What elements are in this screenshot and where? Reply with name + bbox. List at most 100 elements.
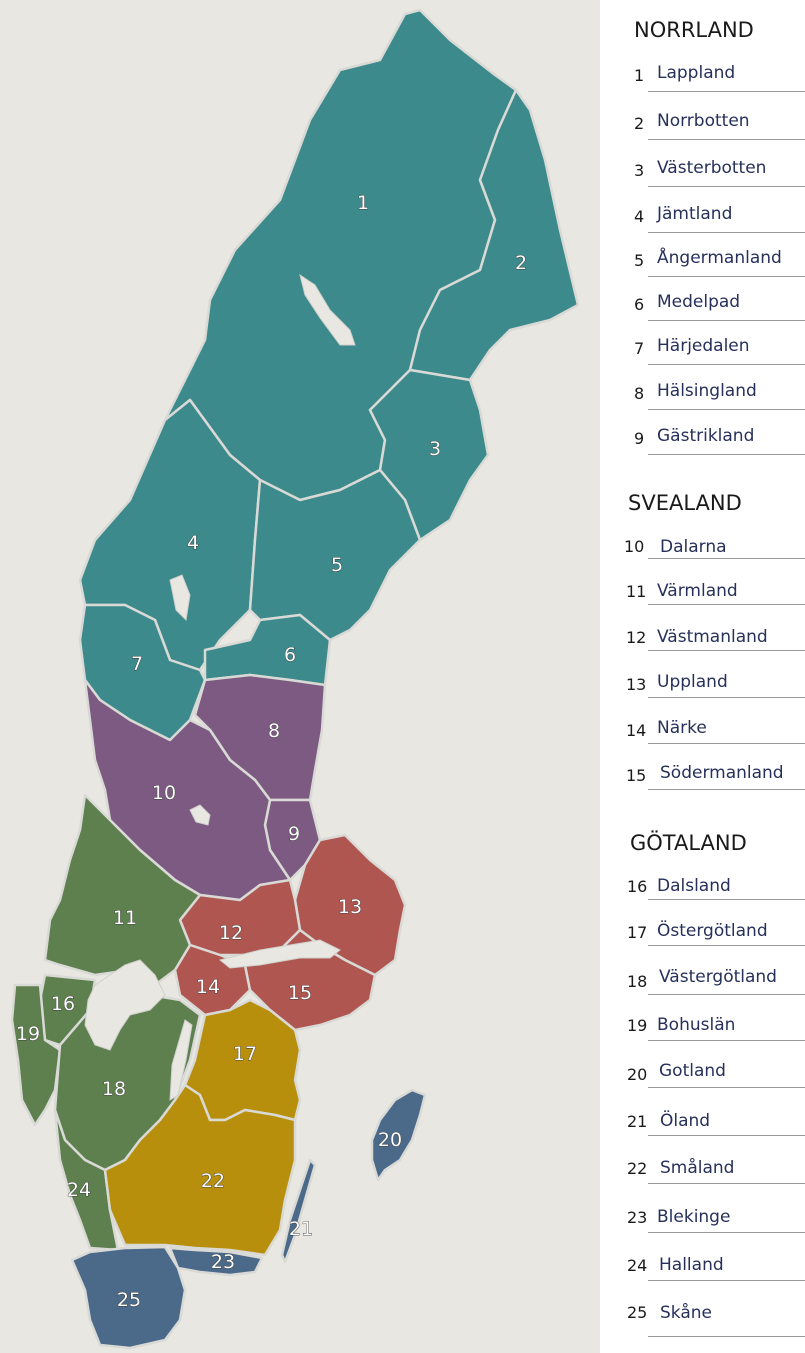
legend-divider: [648, 945, 805, 946]
lake-storsjon: [169, 574, 191, 622]
legend-num: 16: [627, 877, 648, 896]
legend-item-dalarna[interactable]: 10 Dalarna: [600, 534, 805, 574]
map-label-17: 17: [233, 1043, 257, 1065]
legend-num: 18: [627, 972, 648, 991]
legend-num: 24: [627, 1256, 648, 1275]
map-label-23: 23: [211, 1251, 235, 1273]
legend-item-oland[interactable]: 21 Öland: [600, 1109, 805, 1149]
legend-divider: [648, 320, 805, 321]
legend-num: 20: [627, 1065, 648, 1084]
region-gotland[interactable]: [370, 1088, 427, 1182]
legend-label: Hälsingland: [657, 381, 757, 401]
region-blekinge[interactable]: [168, 1246, 264, 1277]
legend-label: Medelpad: [657, 292, 741, 312]
legend-item-lappland[interactable]: 1 Lappland: [600, 60, 805, 100]
legend-item-dalsland[interactable]: 16 Dalsland: [600, 874, 805, 914]
legend-num: 10: [624, 537, 645, 556]
legend-label: Ångermanland: [657, 248, 782, 268]
map-label-5: 5: [331, 554, 343, 576]
legend-item-ostergotland[interactable]: 17 Östergötland: [600, 919, 805, 959]
legend-item-vasterbotten[interactable]: 3 Västerbotten: [600, 155, 805, 195]
heading-gotaland: GÖTALAND: [630, 831, 747, 855]
legend-item-sodermanland[interactable]: 15 Södermanland: [600, 760, 805, 800]
legend-divider: [648, 454, 805, 455]
legend-divider: [648, 1280, 805, 1281]
map-label-9: 9: [288, 823, 300, 845]
legend-item-halsingland[interactable]: 8 Hälsingland: [600, 378, 805, 418]
legend-num: 22: [627, 1159, 648, 1178]
region-oland[interactable]: [280, 1158, 317, 1264]
map-label-4: 4: [187, 532, 199, 554]
map-area: 1 2 3 4 5 6 7 8 9 10 11 12 13 14 15 16 1…: [0, 0, 600, 1353]
region-skane[interactable]: [70, 1245, 187, 1350]
legend-item-gastrikland[interactable]: 9 Gästrikland: [600, 423, 805, 463]
heading-norrland: NORRLAND: [634, 18, 754, 42]
legend-divider: [648, 697, 805, 698]
region-smaland[interactable]: [103, 1083, 297, 1257]
legend-label: Dalarna: [660, 537, 727, 557]
map-label-7: 7: [131, 653, 143, 675]
legend-label: Gästrikland: [657, 426, 755, 446]
legend-item-halland[interactable]: 24 Halland: [600, 1253, 805, 1293]
map-label-12: 12: [219, 922, 243, 944]
lake-hornavan: [299, 273, 356, 346]
map-label-15: 15: [288, 982, 312, 1004]
legend-label: Östergötland: [657, 921, 768, 941]
legend-item-jamtland[interactable]: 4 Jämtland: [600, 201, 805, 241]
map-label-1: 1: [357, 192, 369, 214]
legend-item-blekinge[interactable]: 23 Blekinge: [600, 1205, 805, 1245]
legend-label: Västmanland: [657, 627, 768, 647]
legend-divider: [648, 604, 805, 605]
legend-item-vastmanland[interactable]: 12 Västmanland: [600, 624, 805, 664]
legend-item-vastergotland[interactable]: 18 Västergötland: [600, 965, 805, 1005]
legend-item-smaland[interactable]: 22 Småland: [600, 1156, 805, 1196]
map-label-25: 25: [117, 1289, 141, 1311]
region-vasterbotten[interactable]: [368, 368, 490, 542]
legend-num: 23: [627, 1208, 648, 1227]
legend-item-gotland[interactable]: 20 Gotland: [600, 1059, 805, 1099]
legend-item-medelpad[interactable]: 6 Medelpad: [600, 289, 805, 329]
map-label-2: 2: [515, 252, 527, 274]
legend-num: 17: [627, 923, 648, 942]
legend-item-uppland[interactable]: 13 Uppland: [600, 669, 805, 709]
legend-label: Gotland: [659, 1061, 726, 1081]
legend-num: 1: [634, 66, 645, 85]
legend-divider: [648, 994, 805, 995]
legend-label: Halland: [659, 1255, 724, 1275]
legend-item-narke[interactable]: 14 Närke: [600, 715, 805, 755]
legend-num: 12: [626, 628, 647, 647]
legend-label: Västerbotten: [657, 158, 767, 178]
legend-label: Öland: [660, 1111, 711, 1131]
legend-num: 7: [634, 339, 645, 358]
legend-item-varmland[interactable]: 11 Värmland: [600, 578, 805, 618]
region-bohuslan[interactable]: [10, 983, 62, 1127]
legend-divider: [648, 364, 805, 365]
map-label-22: 22: [201, 1170, 225, 1192]
map-label-11: 11: [113, 907, 137, 929]
legend-num: 8: [634, 384, 645, 403]
legend-divider: [648, 1135, 805, 1136]
region-angermanland[interactable]: [248, 468, 422, 642]
heading-svealand: SVEALAND: [628, 491, 742, 515]
legend-label: Bohuslän: [657, 1015, 736, 1035]
legend-label: Jämtland: [657, 204, 733, 224]
legend-item-angermanland[interactable]: 5 Ångermanland: [600, 245, 805, 285]
lake-vattern: [169, 1019, 193, 1101]
map-label-8: 8: [268, 720, 280, 742]
map-label-18: 18: [102, 1078, 126, 1100]
legend-item-norrbotten[interactable]: 2 Norrbotten: [600, 108, 805, 148]
map-label-6: 6: [284, 644, 296, 666]
legend-item-harjedalen[interactable]: 7 Härjedalen: [600, 333, 805, 373]
legend-item-skane[interactable]: 25 Skåne: [600, 1301, 805, 1341]
legend-item-bohuslan[interactable]: 19 Bohuslän: [600, 1013, 805, 1053]
legend-num: 11: [626, 582, 647, 601]
map-label-24: 24: [67, 1179, 91, 1201]
legend-panel: NORRLAND 1 Lappland 2 Norrbotten 3 Västerbo…: [600, 0, 805, 1353]
lake-vanern: [84, 959, 166, 1051]
legend-divider: [648, 186, 805, 187]
legend-label: Blekinge: [657, 1207, 731, 1227]
legend-num: 9: [634, 429, 645, 448]
legend-divider: [648, 139, 805, 140]
legend-num: 6: [634, 295, 645, 314]
legend-label: Södermanland: [660, 763, 784, 783]
